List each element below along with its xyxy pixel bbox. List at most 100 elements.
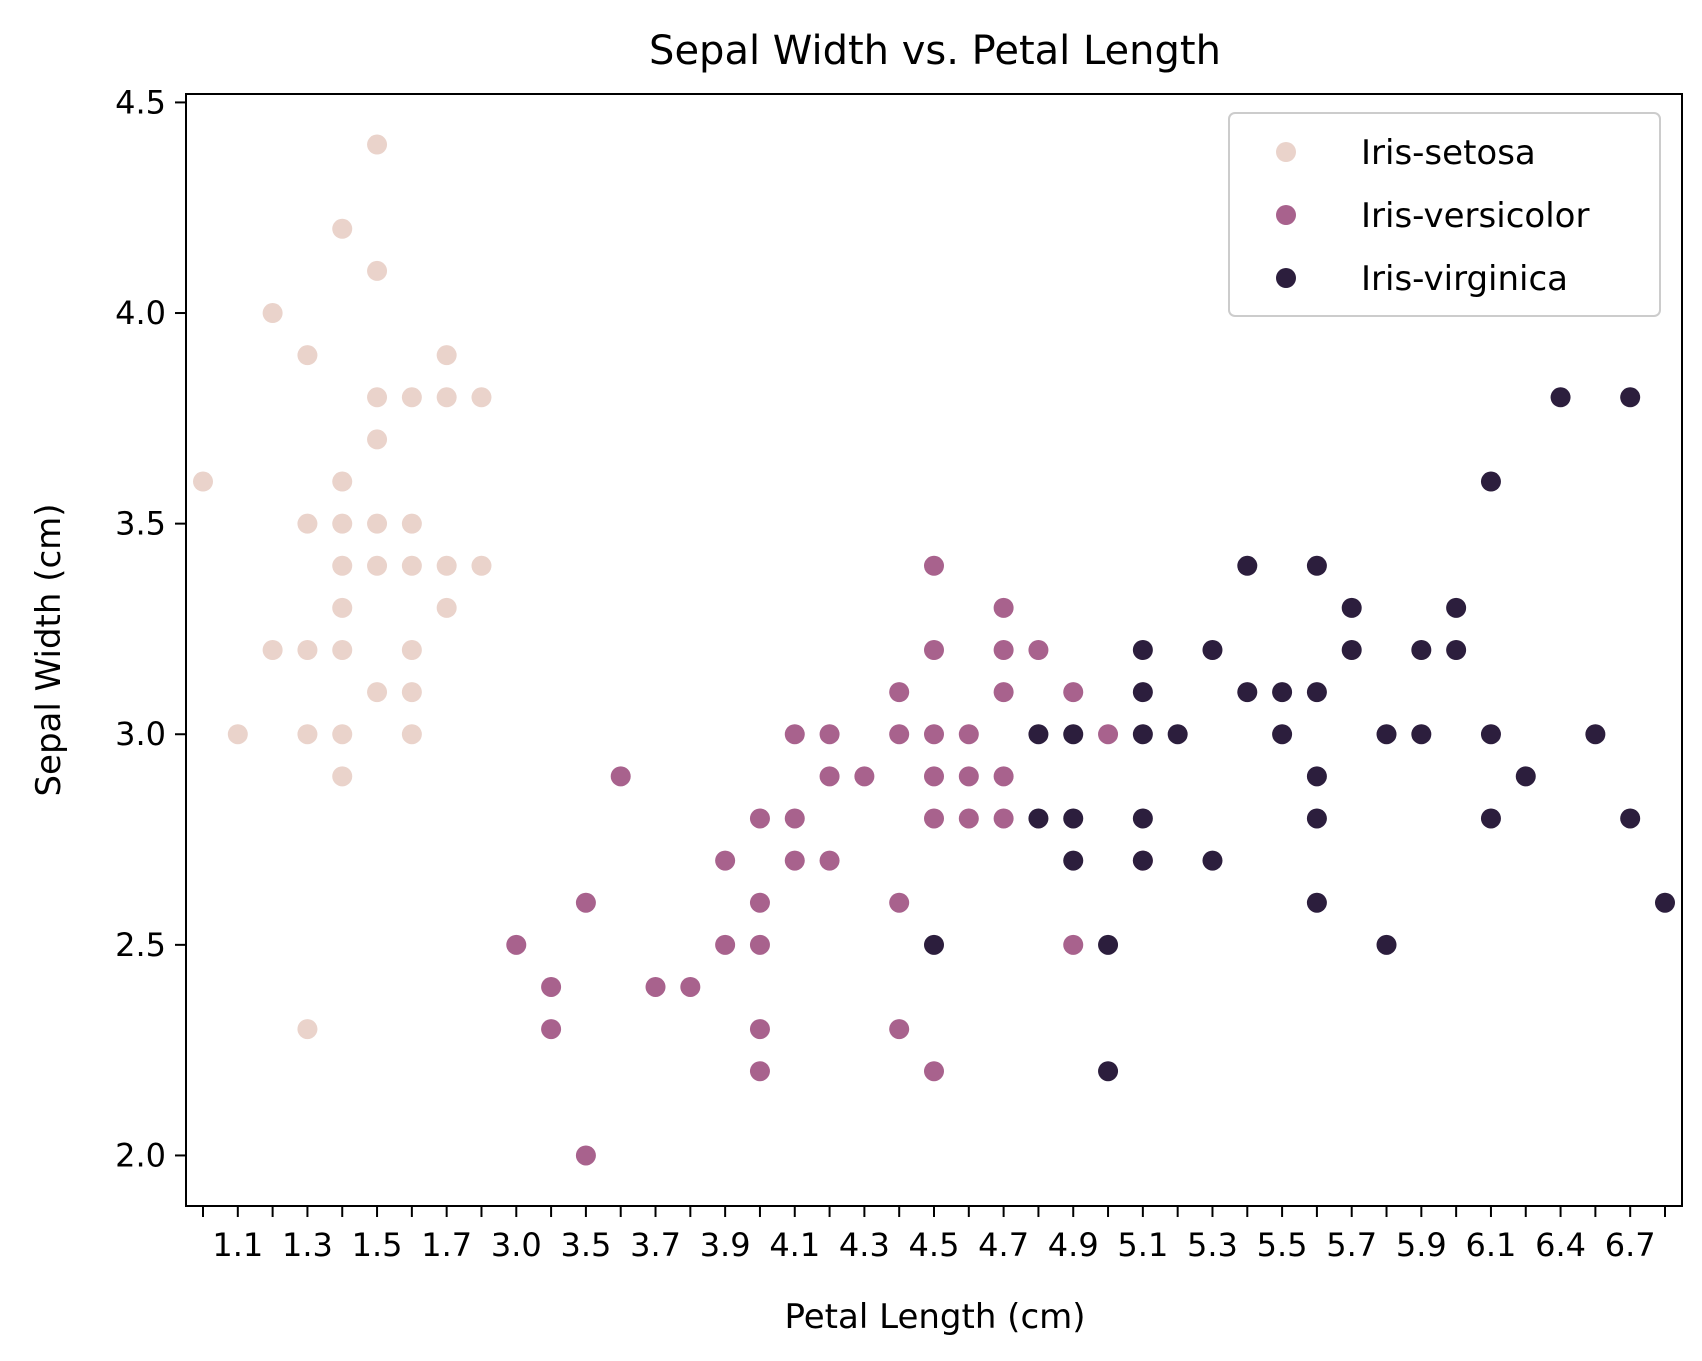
point-iris-virginica: [1237, 555, 1258, 576]
point-iris-setosa: [332, 724, 353, 745]
x-tick-label: 3.0: [491, 1226, 542, 1264]
x-axis-label: Petal Length (cm): [784, 1297, 1085, 1337]
point-iris-virginica: [1376, 934, 1397, 955]
point-iris-virginica: [1202, 640, 1223, 660]
point-iris-setosa: [297, 345, 318, 366]
point-iris-setosa: [297, 640, 318, 660]
legend-marker: [1276, 142, 1296, 162]
point-iris-setosa: [401, 724, 422, 745]
x-axis: 1.1 1.3 1.5 1.7 3.0 3.5 3.7 3.9 4.1 4.3 4.5 4.7 4.9 5…: [202, 1206, 1666, 1264]
legend-frame: [1228, 112, 1661, 317]
point-iris-versicolor: [749, 808, 770, 829]
point-iris-virginica: [1272, 724, 1293, 745]
point-iris-setosa: [297, 513, 318, 534]
point-iris-virginica: [1132, 682, 1153, 703]
point-iris-virginica: [1132, 808, 1153, 829]
point-iris-setosa: [332, 555, 353, 576]
x-tick-label: 3.5: [560, 1226, 611, 1264]
point-iris-virginica: [1480, 808, 1501, 829]
point-iris-virginica: [1132, 850, 1153, 871]
point-iris-virginica: [1063, 808, 1084, 829]
series-iris-setosa: [193, 134, 492, 1040]
point-iris-versicolor: [889, 1019, 910, 1040]
x-tick-label: 4.9: [1048, 1226, 1099, 1264]
point-iris-virginica: [1620, 387, 1641, 408]
point-iris-setosa: [436, 555, 457, 576]
y-tick-label: 4.0: [115, 294, 166, 332]
point-iris-setosa: [193, 471, 213, 492]
point-iris-versicolor: [958, 766, 979, 787]
point-iris-versicolor: [958, 808, 979, 829]
point-iris-versicolor: [819, 766, 840, 787]
point-iris-setosa: [262, 640, 283, 660]
point-iris-versicolor: [715, 934, 736, 955]
point-iris-setosa: [401, 513, 422, 534]
x-tick-label: 1.5: [352, 1226, 403, 1264]
point-iris-versicolor: [506, 934, 527, 955]
point-iris-versicolor: [924, 640, 944, 660]
point-iris-versicolor: [749, 934, 770, 955]
point-iris-virginica: [1028, 808, 1049, 829]
point-iris-virginica: [1306, 555, 1327, 576]
point-iris-setosa: [436, 387, 457, 408]
point-iris-virginica: [1063, 850, 1084, 871]
point-iris-virginica: [924, 934, 944, 955]
x-tick-label: 4.1: [769, 1226, 820, 1264]
x-tick-label: 4.5: [909, 1226, 960, 1264]
series-iris-versicolor: [506, 555, 1153, 1166]
point-iris-versicolor: [993, 766, 1014, 787]
x-tick-label: 4.3: [839, 1226, 890, 1264]
x-tick-label: 1.7: [421, 1226, 472, 1264]
point-iris-versicolor: [993, 640, 1014, 660]
point-iris-virginica: [1411, 724, 1432, 745]
point-iris-virginica: [1028, 724, 1049, 745]
point-iris-setosa: [401, 555, 422, 576]
point-iris-virginica: [1341, 640, 1362, 660]
point-iris-setosa: [367, 513, 388, 534]
point-iris-virginica: [1132, 724, 1153, 745]
point-iris-setosa: [367, 682, 388, 703]
point-iris-setosa: [367, 387, 388, 408]
point-iris-versicolor: [924, 808, 944, 829]
point-iris-setosa: [332, 640, 353, 660]
point-iris-setosa: [297, 724, 318, 745]
x-tick-label: 1.1: [212, 1226, 263, 1264]
y-tick-label: 2.5: [115, 926, 166, 964]
point-iris-versicolor: [575, 1145, 596, 1166]
point-iris-virginica: [1655, 892, 1675, 913]
point-iris-setosa: [332, 471, 353, 492]
x-tick-label: 3.7: [630, 1226, 681, 1264]
point-iris-setosa: [471, 387, 492, 408]
point-iris-virginica: [1341, 597, 1362, 618]
point-iris-versicolor: [889, 892, 910, 913]
point-iris-virginica: [1585, 724, 1606, 745]
point-iris-versicolor: [854, 766, 875, 787]
point-iris-versicolor: [1098, 724, 1119, 745]
point-iris-versicolor: [993, 682, 1014, 703]
point-iris-versicolor: [958, 724, 979, 745]
point-iris-setosa: [367, 134, 388, 155]
point-iris-versicolor: [715, 850, 736, 871]
point-iris-setosa: [262, 303, 283, 324]
point-iris-setosa: [471, 555, 492, 576]
point-iris-setosa: [332, 766, 353, 787]
point-iris-versicolor: [889, 724, 910, 745]
point-iris-setosa: [367, 555, 388, 576]
point-iris-virginica: [1620, 808, 1641, 829]
point-iris-virginica: [1306, 808, 1327, 829]
point-iris-versicolor: [819, 724, 840, 745]
legend-item-iris-versicolor: Iris-versicolor: [1276, 196, 1589, 236]
point-iris-versicolor: [575, 892, 596, 913]
point-iris-virginica: [1376, 724, 1397, 745]
x-tick-label: 1.3: [282, 1226, 333, 1264]
point-iris-virginica: [1515, 766, 1536, 787]
y-tick-label: 2.0: [115, 1136, 166, 1174]
point-iris-virginica: [1411, 640, 1432, 660]
point-iris-versicolor: [749, 1019, 770, 1040]
point-iris-setosa: [436, 597, 457, 618]
point-iris-virginica: [1132, 640, 1153, 660]
legend-label: Iris-virginica: [1361, 259, 1568, 299]
y-tick-label: 3.0: [115, 715, 166, 753]
point-iris-virginica: [1306, 682, 1327, 703]
points-layer: [193, 134, 1675, 1166]
